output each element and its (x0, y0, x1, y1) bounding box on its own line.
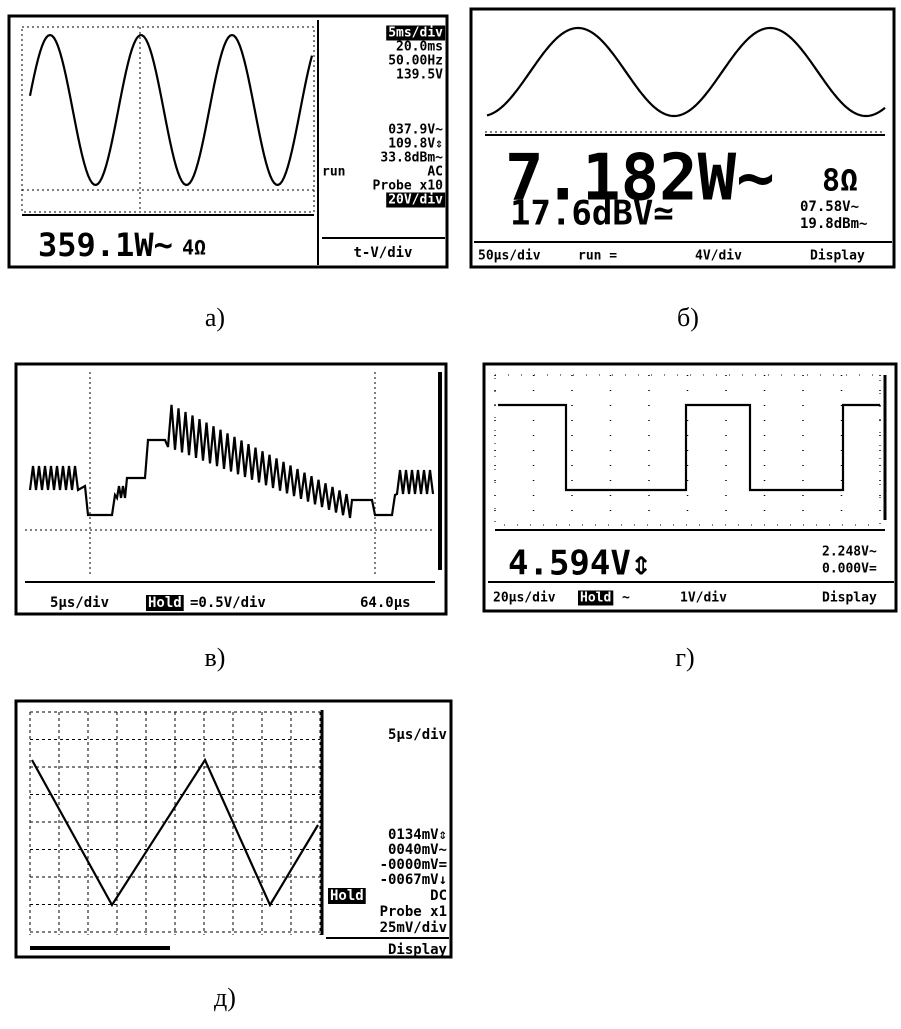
caption: б) (677, 303, 699, 332)
readout: 4V/div (695, 249, 742, 264)
readout: 109.8V⇕ (388, 137, 443, 152)
readout: Probe x10 (373, 179, 444, 194)
readout: Hold (580, 591, 611, 606)
readout: -0067mV↓ (380, 872, 447, 888)
graticule (22, 27, 314, 212)
readout: 25mV/div (380, 920, 447, 936)
readout: 64.0µs (360, 595, 411, 611)
readout: 07.58V~ (800, 199, 859, 215)
readout: Display (822, 591, 877, 606)
readout: Hold (330, 888, 364, 904)
readout: ~ (622, 591, 630, 606)
readout: 037.9V~ (388, 123, 443, 138)
readout: 5µs/div (50, 595, 109, 611)
readout: 33.8dBm~ (380, 151, 443, 166)
readout: 139.5V (396, 68, 443, 83)
readout: Hold (148, 595, 182, 611)
readout: 4Ω (182, 236, 206, 260)
readout: 17.6dBV≃ (510, 194, 674, 234)
waveform (487, 28, 885, 116)
readout: 19.8dBm~ (800, 216, 867, 232)
readout: Display (810, 249, 865, 264)
readout: 5ms/div (388, 26, 443, 41)
caption: д) (214, 983, 236, 1012)
caption: г) (675, 643, 694, 672)
readout: 0040mV~ (388, 842, 447, 858)
readout: 4.594V⇕ (508, 544, 651, 584)
readout: 5µs/div (388, 727, 447, 743)
readout: 50.00Hz (388, 54, 443, 69)
waveform (30, 35, 312, 185)
readout: 0.000V= (822, 562, 877, 577)
readout: 20V/div (388, 193, 443, 208)
readout: Display (388, 942, 448, 958)
readout: DC (430, 888, 447, 904)
waveform (30, 405, 433, 518)
readout: 359.1W~ (38, 226, 173, 264)
readout: Probe x1 (380, 904, 447, 920)
page: {"panels": [ {"caption": "а)", "texts": … (0, 0, 901, 1029)
caption: а) (205, 303, 225, 332)
readout: t-V/div (353, 245, 412, 261)
readout: 20.0ms (396, 40, 443, 55)
readout: 8Ω (822, 164, 858, 199)
readout: 2.248V~ (822, 545, 877, 560)
caption: в) (205, 643, 226, 672)
figure: а) 5ms/div20.0ms50.00Hz139.5V 037.9V~109.8… (0, 0, 901, 1029)
readout: AC (427, 165, 443, 180)
readout: run = (578, 249, 617, 264)
readout: =0.5V/div (190, 595, 266, 611)
waveform (498, 405, 880, 490)
readout: 20µs/div (493, 591, 556, 606)
readout: 1V/div (680, 591, 727, 606)
readout: 50µs/div (478, 249, 541, 264)
readout: run (322, 165, 345, 180)
readout: -0000mV= (380, 857, 447, 873)
readout: 0134mV⇕ (388, 827, 447, 843)
